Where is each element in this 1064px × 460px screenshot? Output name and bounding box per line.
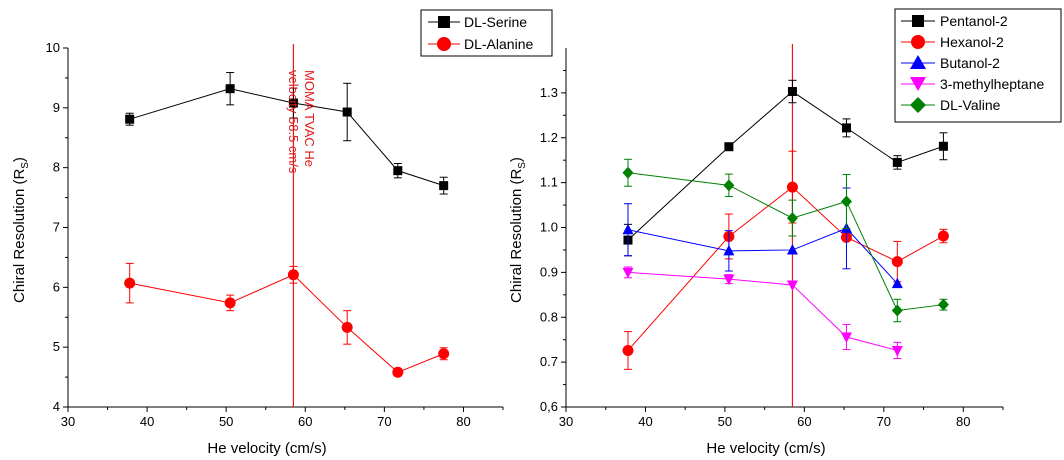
left-vline-annotation: MOMA TVAC He velocity 58.5 cm/s <box>286 70 317 174</box>
data-point <box>937 298 949 311</box>
left-x-tick-label: 30 <box>61 414 75 429</box>
data-point <box>393 166 403 176</box>
series-line <box>627 172 944 312</box>
left-y-tick-label: 4 <box>53 399 60 414</box>
right-y-tick-label: 1.0 <box>540 220 558 235</box>
right-y-tick-label: 1.3 <box>540 85 558 100</box>
data-point <box>342 107 352 117</box>
legend-label-3-methylheptane: 3-methylheptane <box>940 76 1045 92</box>
left-y-tick-label: 8 <box>53 160 60 175</box>
legend-label-dl-valine: DL-Valine <box>940 97 1001 113</box>
left-legend: DL-Serine DL-Alanine <box>420 9 553 57</box>
data-point <box>841 123 851 133</box>
right-plot-area: 30 40 50 60 70 80 0,6 0.7 0.8 0.9 1.0 1.1 1.2 1.3 <box>540 44 1004 429</box>
right-y-tick-label: 1.2 <box>540 130 558 145</box>
data-point <box>891 256 903 268</box>
legend-label-butanol-2: Butanol-2 <box>940 55 1000 71</box>
data-point <box>840 332 852 343</box>
right-y-tick-label: 1.1 <box>540 175 558 190</box>
left-x-axis-label: He velocity (cm/s) <box>207 440 326 457</box>
data-point <box>622 344 634 356</box>
right-x-axis-label: He velocity (cm/s) <box>706 440 825 457</box>
left-y-tick-label: 9 <box>53 100 60 115</box>
data-point <box>786 243 798 255</box>
left-series-dl-serine <box>125 72 449 195</box>
data-point <box>891 277 903 289</box>
data-point <box>892 157 902 167</box>
data-point <box>938 141 948 151</box>
data-point <box>840 195 852 208</box>
data-point <box>622 223 634 235</box>
data-point <box>224 297 236 309</box>
right-x-tick-label: 70 <box>877 414 891 429</box>
data-point <box>723 244 735 256</box>
data-point <box>225 84 235 94</box>
legend-label-hexanol-2: Hexanol-2 <box>940 34 1004 50</box>
series-line <box>627 186 944 351</box>
right-x-tick-label: 30 <box>559 414 573 429</box>
data-point <box>125 114 135 124</box>
left-x-tick-label: 50 <box>219 414 233 429</box>
series-line <box>129 274 444 373</box>
series-line <box>627 90 944 241</box>
data-point <box>287 269 299 281</box>
series-line <box>129 88 444 187</box>
data-point <box>891 345 903 357</box>
legend-label-dl-serine: DL-Serine <box>464 14 527 30</box>
data-point <box>937 230 949 242</box>
right-y-axis-label: Chiral Resolution (RS) <box>508 157 528 303</box>
right-x-tick-label: 40 <box>638 414 652 429</box>
left-y-tick-label: 5 <box>53 339 60 354</box>
chart-right: 30 40 50 60 70 80 0,6 0.7 0.8 0.9 1.0 1.1 1.2 1.3 He … <box>508 8 1062 457</box>
data-point <box>723 179 735 192</box>
left-x-tick-label: 80 <box>456 414 470 429</box>
left-y-tick-label: 7 <box>53 220 60 235</box>
left-y-tick-label: 10 <box>46 40 60 55</box>
right-series-3-methylheptane <box>622 266 903 360</box>
data-point <box>724 142 734 152</box>
data-point <box>438 348 450 360</box>
data-point <box>439 181 449 191</box>
data-point <box>341 321 353 333</box>
data-point <box>786 181 798 193</box>
left-y-axis-label: Chiral Resolution (RS) <box>11 157 31 303</box>
left-x-tick-label: 40 <box>140 414 154 429</box>
left-series-dl-alanine <box>124 262 450 378</box>
data-point <box>622 267 634 279</box>
right-y-tick-label: 0.7 <box>540 354 558 369</box>
data-point <box>786 212 798 225</box>
data-point <box>392 366 404 378</box>
data-point <box>288 98 298 108</box>
data-point <box>787 87 797 97</box>
right-series-butanol-2 <box>622 187 903 289</box>
right-x-tick-label: 80 <box>956 414 970 429</box>
legend-label-pentanol-2: Pentanol-2 <box>940 13 1008 29</box>
data-point <box>723 274 735 286</box>
data-point <box>786 280 798 291</box>
left-x-tick-label: 70 <box>377 414 391 429</box>
right-y-tick-label: 0,6 <box>540 399 558 414</box>
right-series-hexanol-2 <box>622 150 949 370</box>
left-x-tick-label: 60 <box>298 414 312 429</box>
left-y-tick-label: 6 <box>53 279 60 294</box>
left-plot-area: 30 40 50 60 70 80 4 5 6 7 8 9 10 <box>46 40 504 429</box>
data-point <box>891 304 903 317</box>
data-point <box>124 277 136 289</box>
series-line <box>627 271 898 351</box>
right-x-tick-label: 50 <box>718 414 732 429</box>
legend-label-dl-alanine: DL-Alanine <box>464 36 533 52</box>
right-x-tick-label: 60 <box>797 414 811 429</box>
right-legend: Pentanol-2 Hexanol-2 Butanol-2 3-methylh… <box>894 8 1062 123</box>
right-y-tick-label: 0.9 <box>540 264 558 279</box>
right-series-dl-valine <box>622 158 949 323</box>
right-y-tick-label: 0.8 <box>540 309 558 324</box>
data-point <box>622 166 634 179</box>
